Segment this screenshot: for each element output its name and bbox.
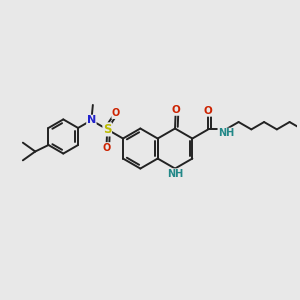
Text: N: N	[87, 115, 96, 125]
Text: O: O	[103, 142, 111, 153]
Text: O: O	[171, 105, 180, 115]
Text: O: O	[112, 109, 120, 118]
Text: NH: NH	[167, 169, 183, 179]
Text: NH: NH	[218, 128, 234, 138]
Text: O: O	[204, 106, 213, 116]
Text: S: S	[103, 123, 111, 136]
